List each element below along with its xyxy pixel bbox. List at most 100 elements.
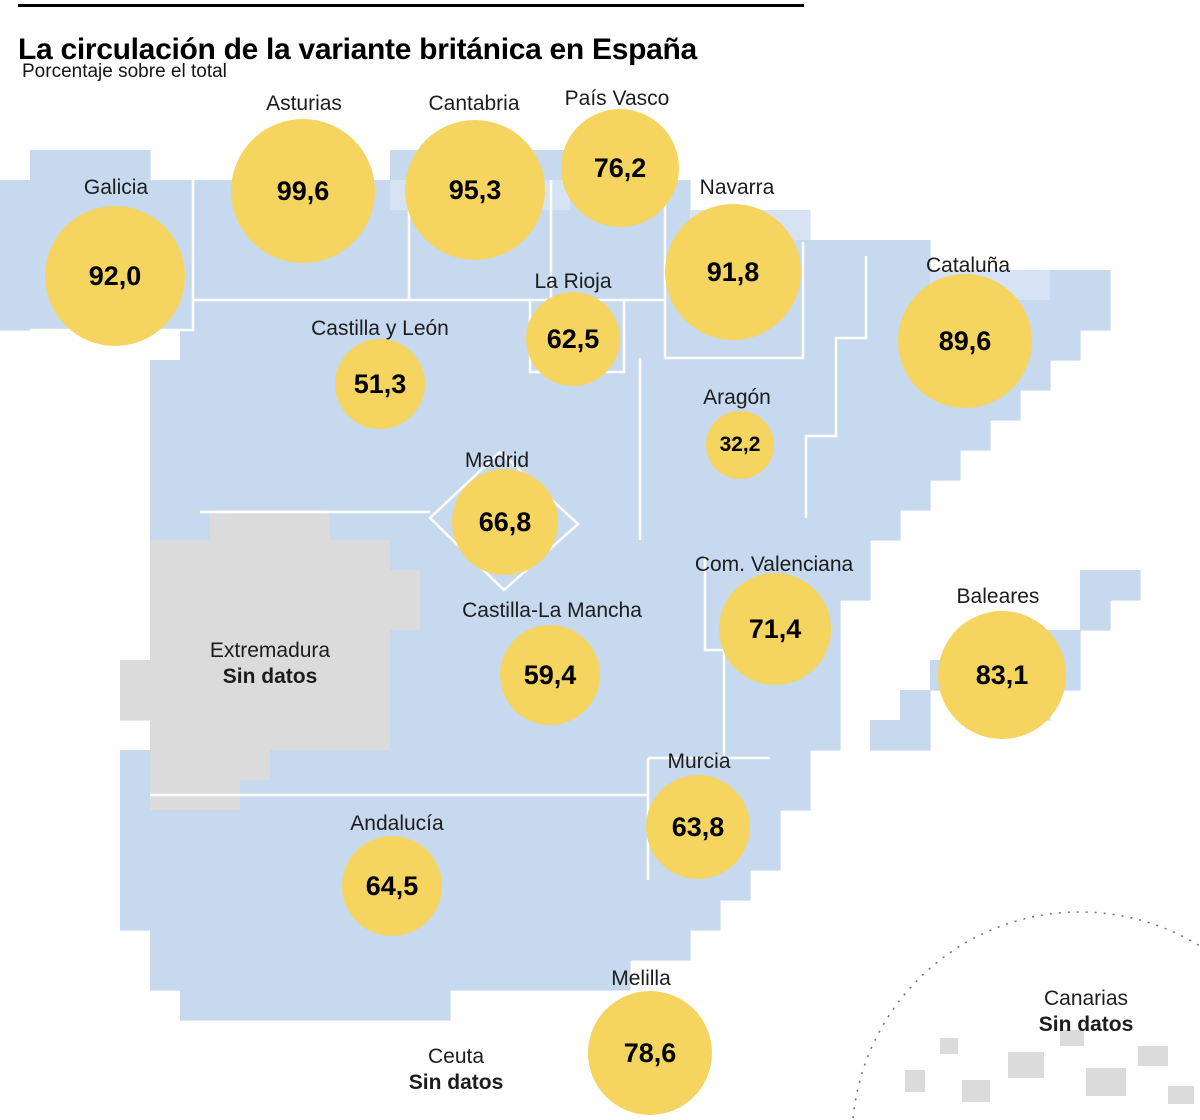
map-cell-no-data [270, 660, 301, 691]
map-cell-no-data [300, 690, 331, 721]
map-cell [510, 420, 541, 451]
map-cell [570, 600, 601, 631]
map-cell [120, 900, 151, 931]
map-cell [210, 450, 241, 481]
map-cell [390, 990, 421, 1021]
map-cell [0, 300, 31, 331]
map-cell [480, 930, 511, 961]
map-cell [690, 510, 721, 541]
map-cell-no-data [240, 660, 271, 691]
map-cell [930, 390, 961, 421]
map-cell [180, 420, 211, 451]
map-cell [750, 300, 781, 331]
map-cell [390, 870, 421, 901]
map-cell [30, 300, 61, 331]
map-cell [0, 270, 31, 301]
map-cell [510, 660, 541, 691]
map-cell [210, 270, 241, 301]
map-cell-no-data [360, 630, 391, 661]
map-cell [240, 240, 271, 271]
map-cell [1020, 660, 1051, 691]
map-cell [840, 450, 871, 481]
map-cell [630, 600, 661, 631]
map-cell-no-data [330, 690, 361, 721]
map-cell [360, 840, 391, 871]
map-cell [390, 930, 421, 961]
map-cell [570, 630, 601, 661]
map-cell [900, 450, 931, 481]
map-cell [480, 840, 511, 871]
map-cell [420, 180, 451, 211]
map-cell [750, 750, 781, 781]
map-cell [900, 270, 931, 301]
map-cell [600, 390, 631, 421]
map-cell [420, 930, 451, 961]
canarias-island [940, 1038, 958, 1054]
map-cell [540, 630, 571, 661]
map-cell [630, 900, 661, 931]
map-cell [330, 450, 361, 481]
map-cell [390, 360, 421, 391]
map-cell [420, 480, 451, 511]
map-cell-no-data [180, 570, 211, 601]
map-cell [690, 210, 721, 241]
map-cell [390, 510, 421, 541]
map-cell [750, 540, 781, 571]
map-cell [510, 720, 541, 751]
map-cell [270, 360, 301, 391]
map-cell [510, 150, 541, 181]
map-cell [420, 660, 451, 691]
map-cell [150, 900, 181, 931]
map-cell-no-data [360, 570, 391, 601]
map-cell [450, 840, 481, 871]
map-cell [390, 840, 421, 871]
map-cell [510, 330, 541, 361]
map-cell [360, 510, 391, 541]
map-cell [600, 630, 631, 661]
map-cell [540, 600, 571, 631]
map-cell [390, 690, 421, 721]
map-cell [150, 480, 181, 511]
map-cell [450, 720, 481, 751]
map-cell [510, 300, 541, 331]
map-cell [630, 870, 661, 901]
map-cell-no-data [180, 750, 211, 781]
map-cell [330, 330, 361, 361]
map-cell [510, 930, 541, 961]
map-cell [120, 780, 151, 811]
map-cell [540, 480, 571, 511]
map-cell [900, 690, 931, 721]
map-cell [240, 360, 271, 391]
map-cell [750, 690, 781, 721]
map-cell [240, 960, 271, 991]
map-cell [180, 360, 211, 391]
map-cell [60, 150, 91, 181]
map-cell [840, 480, 871, 511]
map-cell-no-data [270, 720, 301, 751]
map-cell-no-data [300, 630, 331, 661]
map-cell-no-data [210, 660, 241, 691]
map-cell-no-data [150, 660, 181, 691]
map-cell [660, 570, 691, 601]
map-cell [540, 690, 571, 721]
map-cell [540, 720, 571, 751]
map-cell [480, 600, 511, 631]
map-cell [630, 330, 661, 361]
map-cell [300, 810, 331, 841]
map-cell [210, 420, 241, 451]
map-cell [960, 660, 991, 691]
map-cell [540, 210, 571, 241]
map-cell [510, 180, 541, 211]
map-cell [360, 210, 391, 241]
map-cell-no-data [390, 600, 421, 631]
map-cell [330, 390, 361, 421]
map-cell [150, 870, 181, 901]
map-cell [720, 330, 751, 361]
map-cell [480, 720, 511, 751]
map-cell [180, 930, 211, 961]
map-cell [750, 570, 781, 601]
map-cell-no-data [210, 510, 241, 541]
map-cell [150, 840, 181, 871]
map-cell [300, 480, 331, 511]
map-cell [210, 930, 241, 961]
